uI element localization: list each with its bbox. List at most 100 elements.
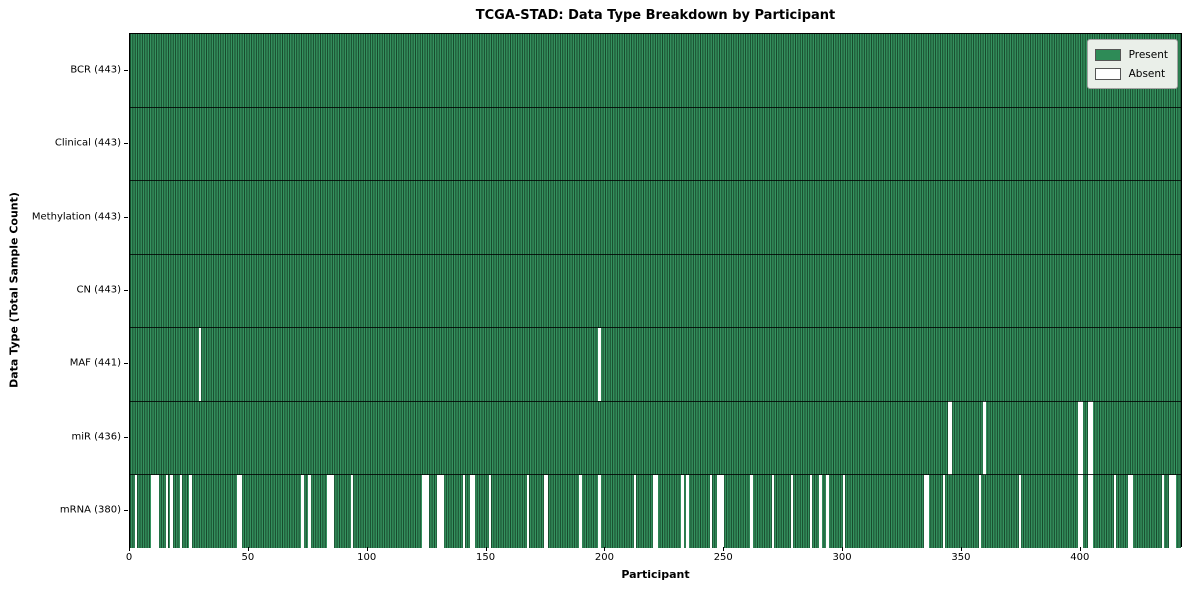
- absent-mark-mRNA-221: [655, 474, 658, 548]
- x-tick-mark: [485, 547, 487, 551]
- absent-mark-mRNA-261: [750, 474, 753, 548]
- x-tick-mark: [960, 547, 962, 551]
- legend-item-absent: Absent: [1094, 64, 1168, 83]
- absent-mark-mRNA-144: [472, 474, 475, 548]
- absent-mark-mRNA-374: [1018, 474, 1022, 548]
- absent-mark-mRNA-167: [526, 474, 530, 548]
- absent-mark-mRNA-25: [189, 474, 192, 548]
- absent-mark-mRNA-175: [545, 474, 549, 548]
- row-divider: [130, 253, 1181, 255]
- y-tick-mark: [124, 510, 128, 512]
- absent-mark-mRNA-247: [717, 474, 720, 548]
- absent-mark-mRNA-335: [926, 474, 929, 548]
- absent-mark-mRNA-123: [422, 474, 425, 548]
- x-axis-label: Participant: [621, 568, 690, 581]
- absent-mark-miR-345: [950, 401, 953, 475]
- x-tick-mark: [129, 547, 130, 551]
- absent-mark-miR-400: [1080, 401, 1084, 475]
- legend: Present Absent: [1086, 39, 1178, 89]
- x-tick-mark: [1079, 547, 1081, 551]
- x-tick-label: 0: [125, 552, 133, 563]
- absent-mark-mRNA-9: [151, 474, 154, 548]
- absent-mark-miR-359: [983, 401, 986, 475]
- presence-band-mRNA: [130, 474, 1181, 548]
- presence-band-miR: [130, 401, 1181, 475]
- y-tick-label-mRNA: mRNA (380): [59, 504, 121, 516]
- row-divider: [130, 474, 1181, 476]
- absent-mark-mRNA-143: [469, 474, 473, 548]
- absent-mark-mRNA-125: [427, 474, 430, 548]
- y-tick-label-CN: CN (443): [76, 284, 121, 296]
- absent-mark-mRNA-84: [329, 474, 333, 548]
- absent-mark-mRNA-293: [826, 474, 829, 548]
- presence-band-BCR: [130, 34, 1181, 108]
- absent-mark-mRNA-83: [327, 474, 330, 548]
- presence-band-MAF: [130, 327, 1181, 402]
- absent-mark-mRNA-21: [179, 474, 183, 548]
- row-divider: [130, 180, 1181, 182]
- legend-item-present: Present: [1094, 45, 1168, 64]
- x-tick-mark: [604, 547, 606, 551]
- absent-mark-mRNA-93: [351, 474, 354, 548]
- absent-mark-mRNA-129: [436, 474, 439, 548]
- absent-mark-mRNA-130: [439, 474, 442, 548]
- x-tick-label: 350: [951, 552, 971, 563]
- x-tick-mark: [366, 547, 368, 551]
- y-tick-label-Methylation: Methylation (443): [31, 211, 121, 223]
- absent-mark-MAF-29: [198, 327, 202, 402]
- x-tick-label: 400: [1070, 552, 1090, 563]
- absent-mark-mRNA-174: [543, 474, 546, 548]
- y-tick-label-miR: miR (436): [71, 431, 121, 443]
- absent-mark-mRNA-334: [923, 474, 927, 548]
- absent-mark-mRNA-2: [134, 474, 138, 548]
- absent-mark-mRNA-11: [156, 474, 159, 548]
- y-tick-mark: [124, 363, 128, 365]
- absent-mark-miR-344: [947, 401, 951, 475]
- absent-mark-mRNA-234: [686, 474, 689, 548]
- absent-mark-mRNA-131: [441, 474, 444, 548]
- x-tick-label: 150: [475, 552, 496, 563]
- absent-mark-mRNA-232: [681, 474, 684, 548]
- absent-mark-mRNA-342: [942, 474, 946, 548]
- absent-mark-mRNA-404: [1090, 474, 1093, 548]
- x-tick-label: 200: [594, 552, 614, 563]
- y-tick-label-Clinical: Clinical (443): [54, 137, 121, 149]
- y-tick-mark: [124, 216, 128, 218]
- absent-mark-mRNA-244: [709, 474, 713, 548]
- y-tick-mark: [124, 69, 128, 71]
- absent-mark-mRNA-420: [1128, 474, 1131, 548]
- absent-mark-mRNA-15: [165, 474, 169, 548]
- absent-mark-mRNA-124: [424, 474, 428, 548]
- absent-mark-mRNA-249: [721, 474, 725, 548]
- absent-mark-mRNA-140: [462, 474, 466, 548]
- absent-mark-mRNA-400: [1080, 474, 1084, 548]
- absent-mark-mRNA-414: [1114, 474, 1117, 548]
- row-divider: [130, 106, 1181, 108]
- absent-mark-mRNA-357: [978, 474, 981, 548]
- absent-mark-mRNA-403: [1087, 474, 1091, 548]
- absent-mark-miR-404: [1090, 401, 1093, 475]
- x-tick-label: 50: [241, 552, 255, 563]
- presence-band-Clinical: [130, 107, 1181, 181]
- legend-swatch-absent-icon: [1094, 67, 1121, 80]
- x-tick-label: 100: [357, 552, 377, 563]
- row-divider: [130, 400, 1181, 402]
- absent-mark-mRNA-17: [170, 474, 173, 548]
- absent-mark-mRNA-45: [236, 474, 240, 548]
- absent-mark-mRNA-300: [843, 474, 846, 548]
- absent-mark-mRNA-278: [790, 474, 794, 548]
- absent-mark-mRNA-72: [301, 474, 304, 548]
- absent-mark-mRNA-399: [1078, 474, 1081, 548]
- absent-mark-mRNA-75: [308, 474, 311, 548]
- absent-mark-mRNA-248: [719, 474, 722, 548]
- x-tick-mark: [247, 547, 249, 551]
- absent-mark-mRNA-439: [1173, 474, 1176, 548]
- absent-mark-mRNA-438: [1171, 474, 1174, 548]
- y-tick-mark: [124, 143, 128, 145]
- absent-mark-mRNA-434: [1161, 474, 1164, 548]
- x-tick-label: 250: [713, 552, 733, 563]
- x-tick-label: 300: [832, 552, 852, 563]
- presence-band-Methylation: [130, 180, 1181, 255]
- absent-mark-mRNA-421: [1130, 474, 1134, 548]
